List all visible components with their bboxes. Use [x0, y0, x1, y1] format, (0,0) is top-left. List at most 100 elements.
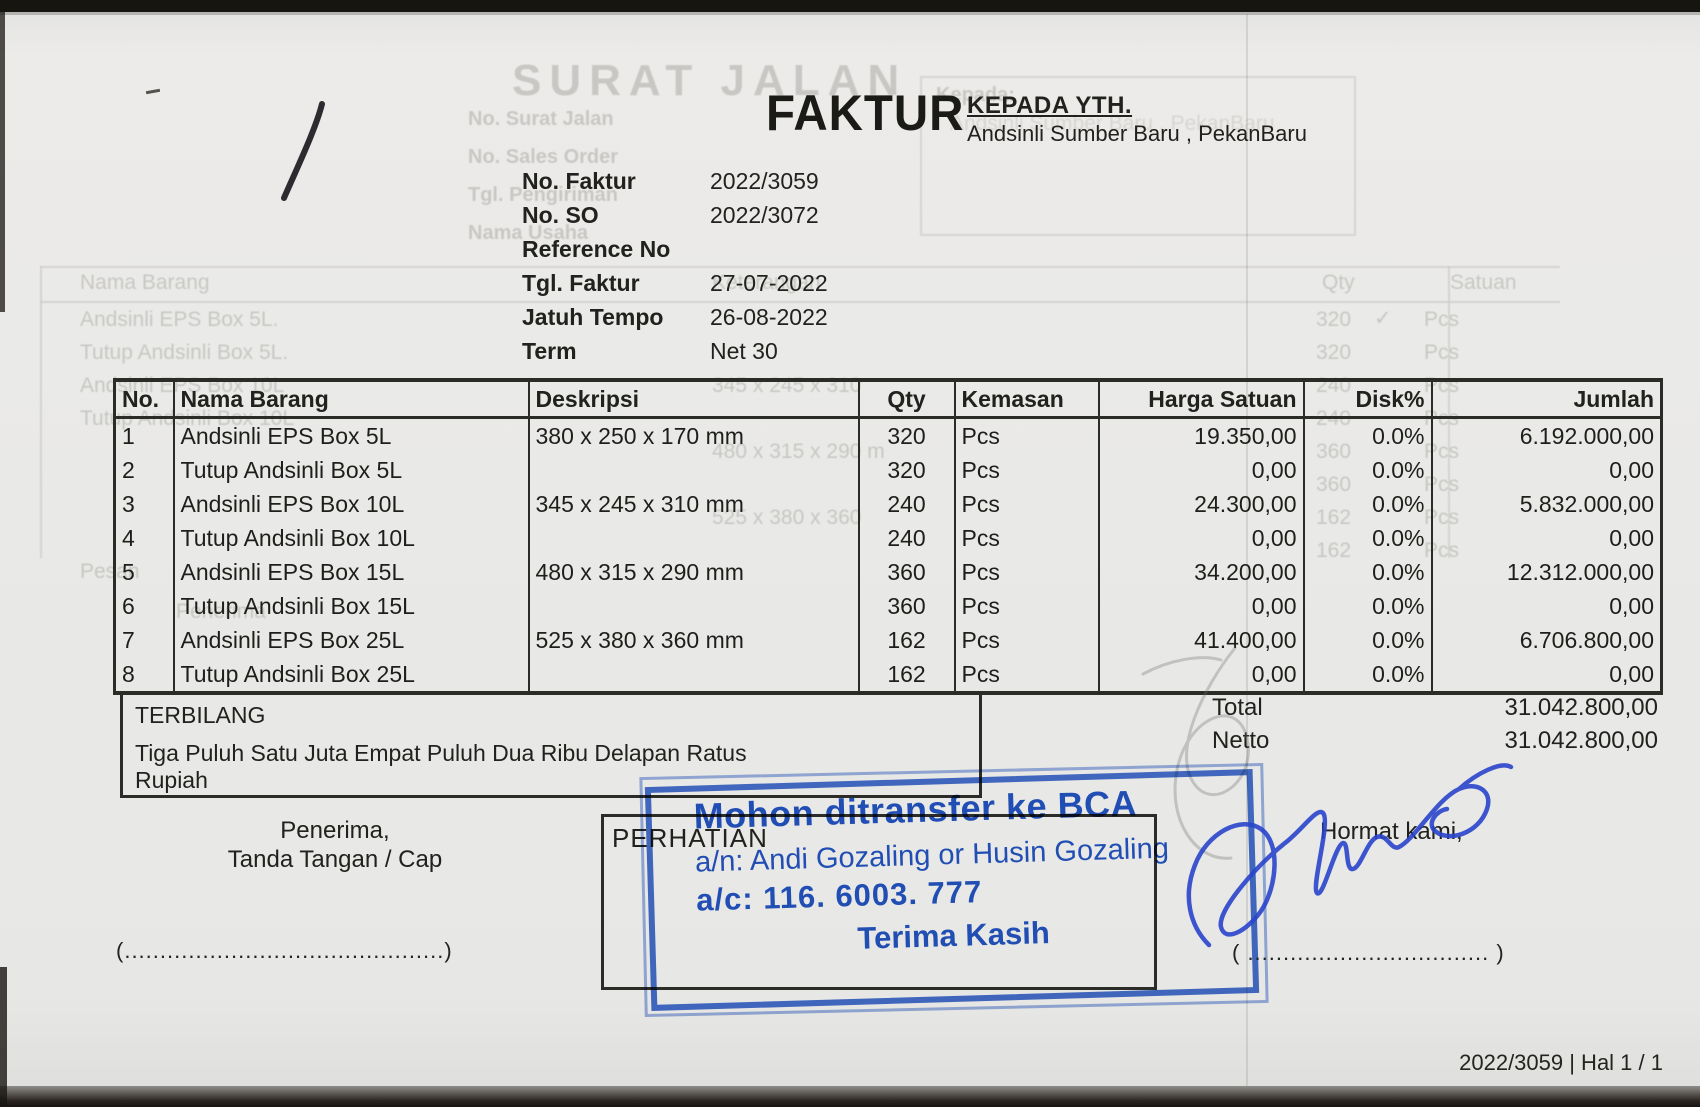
ghost-surat-jalan-title: SURAT JALAN [512, 56, 908, 105]
table-row: 4 Tutup Andsinli Box 10L 240 Pcs 0,00 0.… [115, 521, 1662, 555]
cell-disk: 0.0% [1302, 417, 1432, 453]
cell-jumlah: 6.192.000,00 [1430, 417, 1662, 453]
cell-disk: 0.0% [1302, 487, 1432, 521]
info-label: Reference No [522, 236, 671, 262]
cell-jumlah: 5.832.000,00 [1430, 487, 1662, 521]
info-value: Net 30 [710, 338, 778, 364]
cell-qty: 320 [857, 453, 955, 487]
info-row-reference: Reference No [522, 236, 828, 270]
ghost-info-label: Tgl. Pengiriman [468, 184, 619, 206]
cell-disk: 0.0% [1302, 453, 1432, 487]
table-row: 8 Tutup Andsinli Box 25L 162 Pcs 0,00 0.… [115, 657, 1662, 693]
cell-jumlah: 12.312.000,00 [1430, 555, 1662, 589]
ghost-item-name: Tutup Andsinli Box 5L. [80, 341, 289, 364]
info-row-term: Term Net 30 [522, 338, 828, 372]
cell-harga: 0,00 [1097, 657, 1304, 693]
ghost-qty: 320 [1316, 308, 1352, 331]
cell-deskripsi: 480 x 315 x 290 mm [527, 555, 859, 589]
ghost-info-label: No. Sales Order [468, 146, 619, 168]
ghost-kepada-line: Andsinli Sumber Baru , PekanBaru [950, 112, 1275, 135]
cell-disk: 0.0% [1302, 589, 1432, 623]
penerima-sign-line: (.......................................… [116, 938, 453, 963]
cell-no: 1 [122, 422, 135, 449]
cell-deskripsi [527, 589, 859, 623]
cell-deskripsi: 525 x 380 x 360 mm [527, 623, 859, 657]
line-items-table: No. Nama Barang Deskripsi Qty Kemasan Ha… [113, 378, 1663, 695]
total-value: 31.042.800,00 [1504, 694, 1658, 721]
recipient-name: Andsinli Sumber Baru , PekanBaru [967, 121, 1307, 146]
perhatian-box: PERHATIAN [601, 814, 1157, 990]
cell-harga: 41.400,00 [1097, 623, 1304, 657]
cell-qty: 320 [857, 417, 955, 453]
cell-qty: 240 [857, 487, 955, 521]
ghost-unit: Pcs [1424, 341, 1460, 364]
total-label: Total [1212, 694, 1263, 721]
cell-harga: 24.300,00 [1097, 487, 1304, 521]
cell-deskripsi [527, 521, 859, 555]
netto-row: Netto 31.042.800,00 [1212, 727, 1658, 760]
pencil-scribble [1141, 646, 1250, 860]
info-value: 2022/3072 [710, 202, 819, 228]
page-footer: 2022/3059 | Hal 1 / 1 [1459, 1050, 1663, 1075]
invoice-info-block: No. Faktur 2022/3059 No. SO 2022/3072 Re… [522, 168, 828, 372]
ghost-col-header: Qty [1322, 271, 1355, 294]
terbilang-box: TERBILANG Tiga Puluh Satu Juta Empat Pul… [120, 692, 982, 798]
cell-nama: Tutup Andsinli Box 10L [172, 521, 529, 555]
cell-harga: 0,00 [1097, 453, 1304, 487]
bank-transfer-stamp: Mohon ditransfer ke BCA a/n: Andi Gozali… [644, 769, 1260, 1011]
table-row: 7 Andsinli EPS Box 25L 525 x 380 x 360 m… [115, 623, 1662, 657]
cell-nama: Tutup Andsinli Box 25L [172, 657, 529, 693]
cell-qty: 360 [857, 555, 955, 589]
cell-qty: 240 [857, 521, 955, 555]
penerima-subtitle: Tanda Tangan / Cap [227, 846, 443, 873]
cell-deskripsi [527, 453, 859, 487]
cell-kemasan: Pcs [953, 623, 1099, 657]
terbilang-text-line2: Rupiah [135, 767, 208, 793]
pen-slash-mark [281, 101, 325, 201]
cell-jumlah: 6.706.800,00 [1430, 623, 1662, 657]
cell-deskripsi: 380 x 250 x 170 mm [527, 417, 859, 453]
cell-disk: 0.0% [1302, 521, 1432, 555]
ghost-col-header: Nama Barang [80, 271, 210, 294]
ghost-info-label: No. Surat Jalan [468, 108, 614, 130]
info-value: 26-08-2022 [710, 304, 828, 330]
ghost-col-header: Keterangan [712, 271, 821, 294]
cell-nama: Andsinli EPS Box 25L [172, 623, 529, 657]
cell-disk: 0.0% [1302, 657, 1432, 693]
penerima-block: Penerima, Tanda Tangan / Cap [150, 816, 520, 874]
cell-jumlah: 0,00 [1430, 657, 1662, 693]
scan-edge-left-bottom [0, 967, 7, 1107]
info-label: Tgl. Faktur [522, 270, 640, 296]
cell-harga: 0,00 [1097, 589, 1304, 623]
info-value: 27-07-2022 [710, 270, 828, 296]
info-label: No. SO [522, 202, 599, 228]
cell-qty: 360 [857, 589, 955, 623]
cell-no: 8 [122, 660, 135, 687]
penerima-title: Penerima, [280, 817, 390, 844]
col-header-qty: Qty [857, 380, 955, 419]
table-row: 6 Tutup Andsinli Box 15L 360 Pcs 0,00 0.… [115, 589, 1662, 623]
table-row: 1 Andsinli EPS Box 5L 380 x 250 x 170 mm… [115, 417, 1662, 453]
terbilang-label: TERBILANG [135, 702, 266, 728]
cell-nama: Andsinli EPS Box 5L [172, 417, 529, 453]
cell-disk: 0.0% [1302, 623, 1432, 657]
col-header-jumlah: Jumlah [1430, 380, 1662, 419]
col-header-deskripsi: Deskripsi [527, 380, 859, 419]
col-header-kemasan: Kemasan [953, 380, 1099, 419]
cell-jumlah: 0,00 [1430, 521, 1662, 555]
ghost-table-line [40, 301, 1560, 303]
terbilang-text-line1: Tiga Puluh Satu Juta Empat Puluh Dua Rib… [135, 740, 747, 766]
info-row-jatuh-tempo: Jatuh Tempo 26-08-2022 [522, 304, 828, 338]
netto-label: Netto [1212, 727, 1270, 754]
ghost-pesan: Pesan [80, 560, 140, 583]
ghost-check-icon: ✓ [1374, 307, 1392, 330]
table-header-row: No. Nama Barang Deskripsi Qty Kemasan Ha… [114, 380, 1662, 419]
info-label: Term [522, 338, 577, 364]
col-header-nama-barang: Nama Barang [172, 380, 529, 419]
info-label: No. Faktur [522, 168, 636, 194]
ghost-table-line [40, 266, 42, 558]
cell-kemasan: Pcs [953, 521, 1099, 555]
ghost-item-name: Andsinli EPS Box 5L. [80, 308, 279, 331]
pen-signature [1186, 763, 1514, 948]
col-header-harga-satuan: Harga Satuan [1097, 380, 1304, 419]
